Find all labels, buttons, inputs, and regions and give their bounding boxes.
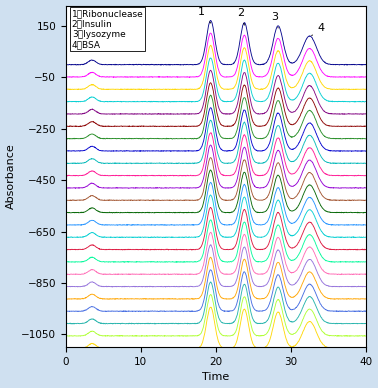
Text: 3: 3	[271, 12, 278, 28]
Text: 1: 1	[198, 7, 211, 23]
Text: 1，Ribonuclease
2，Insulin
3，lysozyme
4，BSA: 1，Ribonuclease 2，Insulin 3，lysozyme 4，BS…	[72, 9, 144, 49]
X-axis label: Time: Time	[202, 372, 229, 383]
Y-axis label: Absorbance: Absorbance	[6, 144, 15, 209]
Text: 2: 2	[237, 8, 244, 25]
Text: 4: 4	[312, 23, 324, 36]
